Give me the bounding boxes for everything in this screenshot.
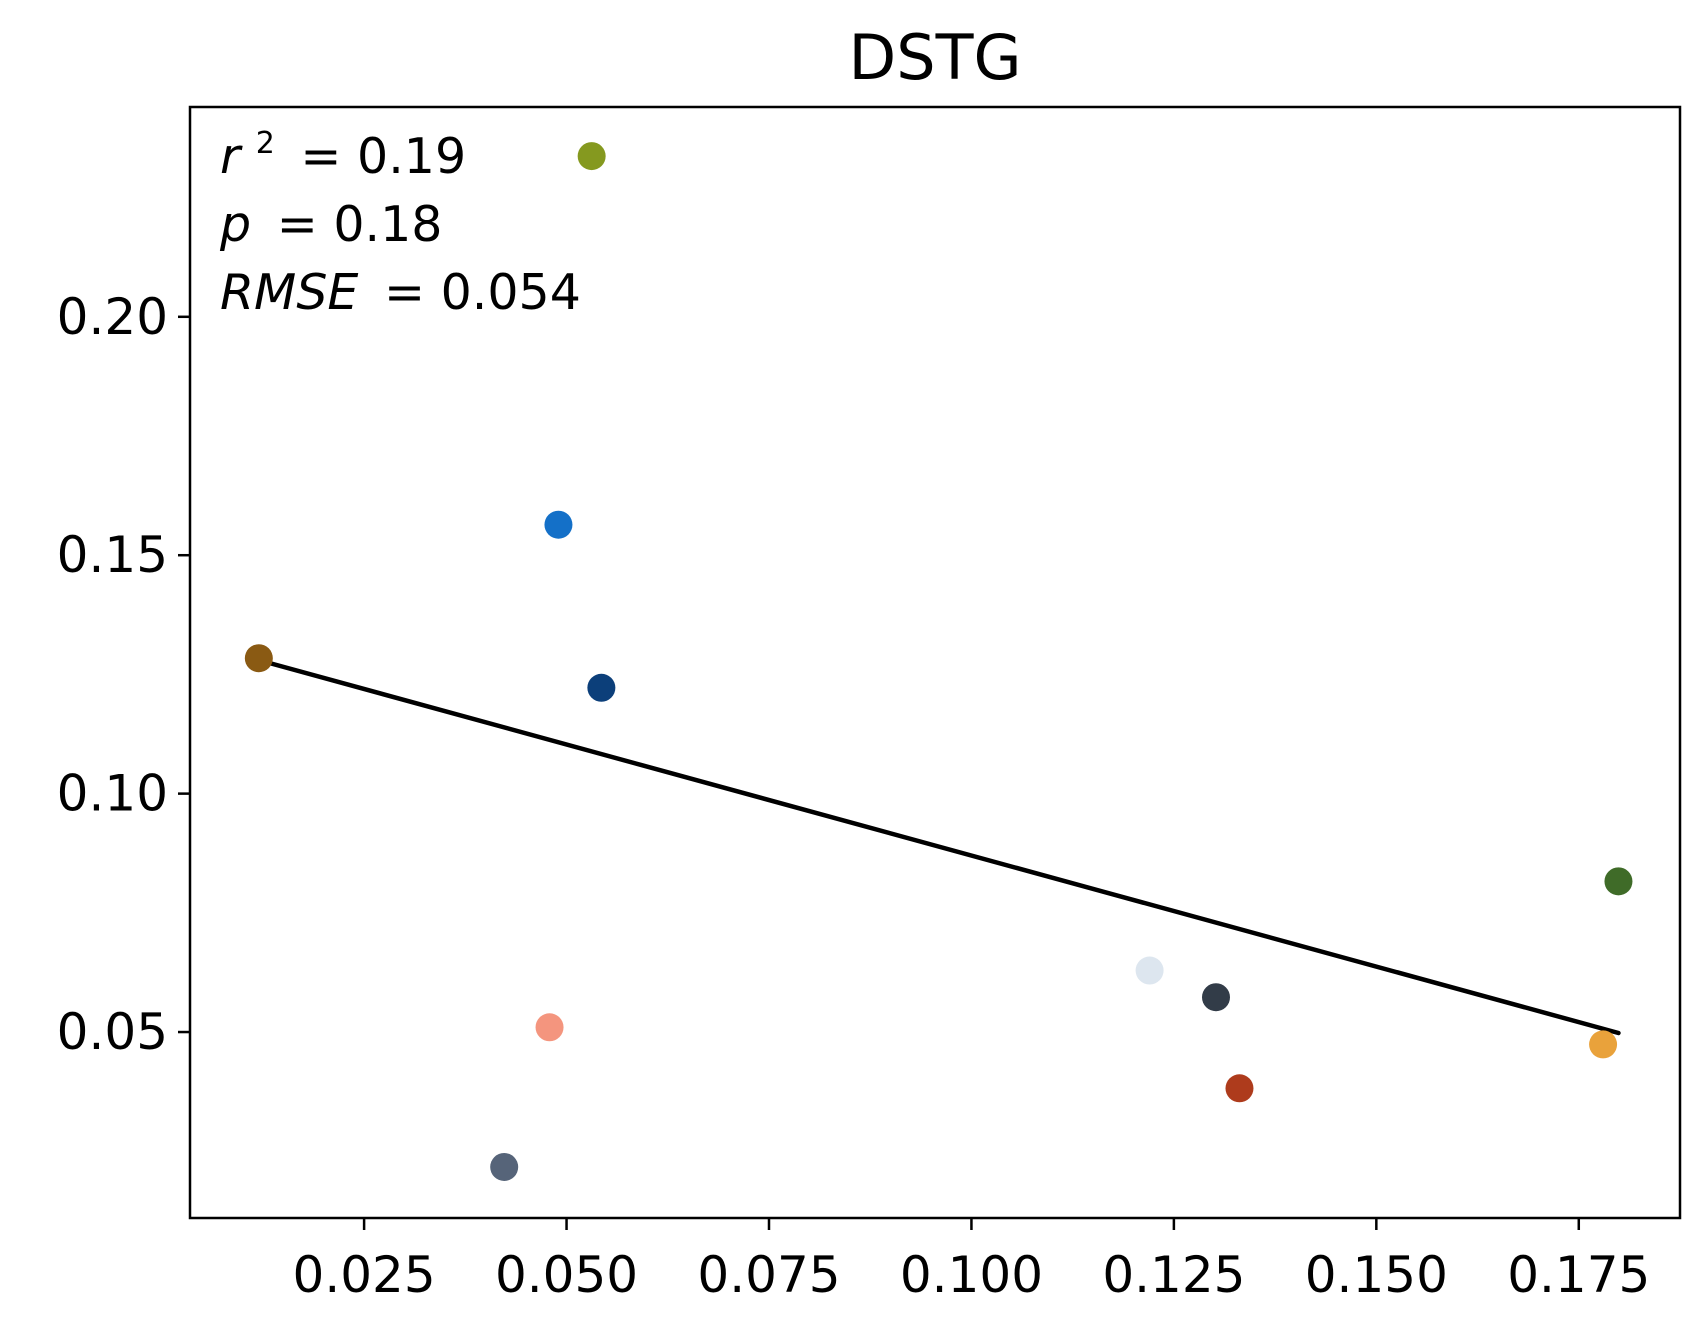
data-point bbox=[535, 1013, 564, 1042]
y-axis: 0.05 0.10 0.15 0.20 bbox=[57, 288, 190, 1061]
r-squared-symbol: r bbox=[220, 128, 243, 185]
data-point bbox=[1201, 983, 1230, 1012]
y-tick-label: 0.10 bbox=[57, 765, 168, 823]
y-tick-label: 0.20 bbox=[57, 288, 168, 346]
r-squared-value: = 0.19 bbox=[300, 128, 466, 185]
chart-title: DSTG bbox=[848, 21, 1021, 94]
rmse-label: RMSE = 0.054 bbox=[220, 264, 581, 321]
x-tick-label: 0.100 bbox=[900, 1246, 1043, 1304]
data-point bbox=[1135, 956, 1164, 985]
x-tick-label: 0.125 bbox=[1102, 1246, 1245, 1304]
data-point bbox=[587, 673, 616, 702]
p-symbol: p bbox=[219, 196, 251, 253]
data-point bbox=[1225, 1074, 1254, 1103]
p-value-label: p = 0.18 bbox=[219, 196, 442, 253]
data-point bbox=[490, 1152, 519, 1181]
r-squared-exponent: 2 bbox=[256, 126, 275, 161]
rmse-value: = 0.054 bbox=[384, 264, 581, 321]
x-axis: 0.025 0.050 0.075 0.100 0.125 0.150 0.175 bbox=[293, 1218, 1650, 1304]
data-point bbox=[544, 510, 573, 539]
regression-line bbox=[256, 657, 1621, 1036]
x-tick-label: 0.150 bbox=[1305, 1246, 1448, 1304]
data-points bbox=[244, 142, 1633, 1181]
p-value: = 0.18 bbox=[277, 196, 443, 253]
r-squared-label: r 2 = 0.19 bbox=[220, 108, 466, 185]
x-tick-label: 0.025 bbox=[293, 1246, 436, 1304]
stats-annotation: r 2 = 0.19 p = 0.18 RMSE = 0.054 bbox=[219, 108, 581, 321]
x-tick-label: 0.050 bbox=[495, 1246, 638, 1304]
x-tick-label: 0.075 bbox=[697, 1246, 840, 1304]
data-point bbox=[1604, 867, 1633, 896]
y-tick-label: 0.05 bbox=[57, 1003, 168, 1061]
y-tick-label: 0.15 bbox=[57, 526, 168, 584]
rmse-symbol: RMSE bbox=[220, 264, 358, 321]
plot-area-frame bbox=[188, 105, 1682, 1220]
data-point bbox=[577, 142, 606, 171]
data-point bbox=[1589, 1030, 1618, 1059]
data-point bbox=[244, 644, 273, 673]
x-tick-label: 0.175 bbox=[1507, 1246, 1650, 1304]
